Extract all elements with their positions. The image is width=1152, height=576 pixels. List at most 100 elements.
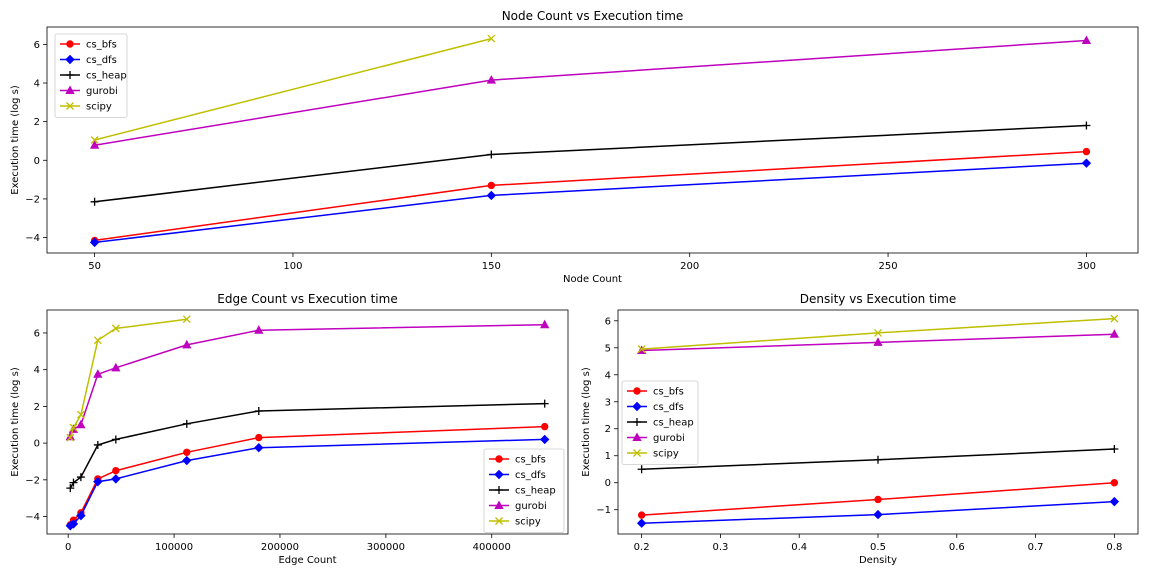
plot-frame: [617, 309, 1139, 535]
legend-marker: [633, 449, 641, 457]
data-point: [873, 337, 883, 346]
series-line: [69, 402, 545, 489]
data-point: [1082, 147, 1091, 156]
data-point: [183, 448, 191, 456]
series-line: [69, 318, 187, 438]
data-point: [541, 422, 549, 431]
series-cs_bfs: [90, 147, 1091, 245]
data-point: [636, 518, 647, 528]
data-point: [254, 442, 264, 453]
legend-label: gurobi: [515, 501, 547, 512]
data-point: [1110, 314, 1119, 323]
data-point: [254, 406, 263, 415]
legend-label: cs_heap: [653, 418, 694, 429]
legend-box: [621, 380, 699, 465]
legend-label: scipy: [86, 102, 112, 113]
data-point: [540, 399, 549, 408]
legend-marker: [494, 469, 504, 480]
series-scipy: [90, 34, 496, 144]
legend-marker: [632, 432, 642, 441]
legend-label: gurobi: [86, 86, 118, 97]
legend-marker: [494, 500, 504, 509]
chart-title: Node Count vs Execution time: [502, 9, 684, 23]
data-point: [637, 511, 646, 519]
legend-marker: [66, 71, 74, 79]
chart-2: Edge Count vs Execution time 0 100000 20000…: [10, 292, 569, 566]
series-cs_dfs: [65, 434, 550, 531]
y-tick-label: 0: [605, 478, 611, 489]
data-point: [255, 433, 263, 442]
series-gurobi: [89, 35, 1092, 149]
data-point: [69, 423, 78, 432]
data-point: [540, 319, 550, 329]
chart-3: Density vs Execution time 0.2 0.3 0.4 0.5 0.6…: [581, 292, 1139, 566]
y-tick-label: −4: [25, 233, 40, 244]
data-point: [254, 325, 264, 334]
y-axis-label: Execution time (log s): [10, 367, 21, 477]
series-cs_bfs: [637, 479, 1119, 519]
data-point: [68, 519, 79, 529]
legend-marker: [65, 85, 75, 94]
legend-marker: [633, 387, 641, 395]
series-scipy: [66, 315, 191, 442]
data-point: [76, 473, 85, 482]
x-tick-label: 200000: [261, 542, 299, 553]
data-point: [539, 434, 550, 445]
legend-label: cs_heap: [86, 71, 127, 82]
legend-item-cs_heap: cs_heap: [627, 418, 694, 429]
legend-marker: [633, 418, 641, 426]
y-axis: −1 0 1 2 3 4 5 6: [596, 316, 618, 516]
legend-label: cs_dfs: [653, 402, 684, 413]
series-cs_dfs: [636, 496, 1120, 528]
legend-label: cs_heap: [515, 486, 556, 497]
data-point: [90, 197, 99, 206]
data-point: [182, 419, 191, 428]
legend-item-scipy: scipy: [489, 517, 541, 528]
y-tick-label: 3: [605, 397, 611, 408]
series-line: [94, 162, 1087, 244]
legend-item-cs_dfs: cs_dfs: [627, 401, 684, 413]
data-point: [66, 433, 75, 442]
x-tick-label: 0.6: [949, 542, 965, 553]
legend-marker: [632, 401, 642, 412]
legend-box: [54, 33, 128, 118]
chart-title: Edge Count vs Execution time: [217, 292, 397, 306]
legend-label: scipy: [653, 449, 679, 460]
data-point: [1081, 158, 1092, 168]
data-point: [486, 190, 497, 201]
data-point: [487, 34, 496, 43]
y-tick-label: 0: [34, 156, 40, 167]
y-tick-label: −2: [25, 475, 40, 486]
y-tick-label: 2: [605, 424, 611, 435]
data-point: [69, 478, 78, 487]
y-tick-label: −2: [25, 194, 40, 205]
x-tick-label: 0.4: [791, 542, 807, 553]
legend-item-cs_bfs: cs_bfs: [627, 387, 684, 398]
series-line: [69, 323, 545, 437]
legend-item-cs_bfs: cs_bfs: [60, 40, 117, 51]
data-point: [1110, 444, 1119, 453]
data-point: [637, 465, 646, 474]
data-point: [66, 484, 75, 493]
x-tick-label: 100000: [155, 542, 193, 553]
x-tick-label: 0.7: [1028, 542, 1044, 553]
data-point: [182, 315, 191, 324]
y-tick-label: 6: [605, 316, 611, 327]
y-tick-label: −4: [25, 512, 40, 523]
legend-item-cs_bfs: cs_bfs: [489, 455, 546, 466]
legend-label: cs_dfs: [515, 470, 546, 481]
y-tick-label: 5: [605, 343, 611, 354]
y-axis: −4 −2 0 2 4 6: [25, 40, 47, 244]
data-point: [874, 328, 882, 337]
x-axis: 0 100000 200000 300000 400000: [65, 534, 511, 553]
data-point: [637, 345, 646, 354]
data-point: [93, 440, 102, 449]
legend-item-cs_dfs: cs_dfs: [60, 54, 117, 66]
data-point: [76, 410, 85, 419]
x-tick-label: 0.8: [1106, 542, 1122, 553]
legend-item-cs_heap: cs_heap: [60, 71, 127, 82]
legend-label: cs_dfs: [86, 55, 117, 66]
